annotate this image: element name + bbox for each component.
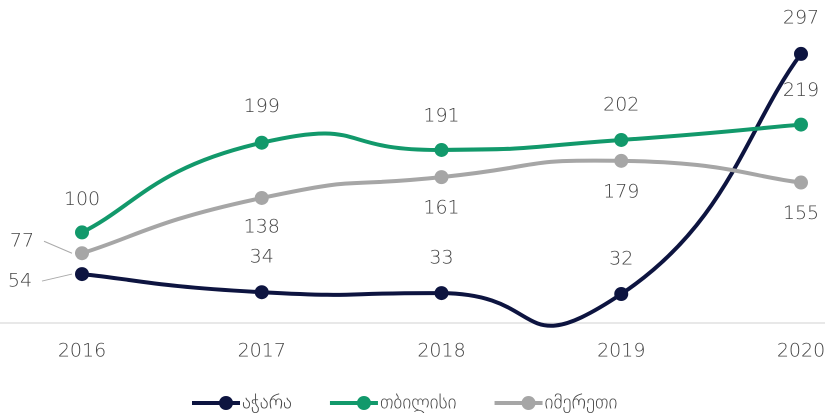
leader-line xyxy=(41,273,73,282)
point xyxy=(794,175,808,190)
x-tick-label: 2018 xyxy=(417,340,465,362)
data-label: 33 xyxy=(429,247,453,269)
data-label: 297 xyxy=(783,6,819,28)
point xyxy=(434,142,449,157)
series-line xyxy=(81,52,803,328)
point xyxy=(614,153,629,168)
legend-label: აჭარა xyxy=(242,392,292,413)
x-tick-label: 2020 xyxy=(777,340,825,362)
data-label: 138 xyxy=(244,215,280,237)
point xyxy=(614,287,629,302)
point xyxy=(75,246,89,261)
data-label: 34 xyxy=(250,246,274,268)
data-label: 161 xyxy=(423,197,459,219)
data-label: 219 xyxy=(783,79,819,101)
point xyxy=(254,190,269,205)
point xyxy=(614,132,629,147)
point xyxy=(794,46,808,61)
data-label: 155 xyxy=(783,202,819,224)
data-label: 100 xyxy=(64,188,100,210)
x-tick-label: 2016 xyxy=(58,340,106,362)
legend-dot xyxy=(219,396,233,410)
data-label: 191 xyxy=(423,104,459,126)
data-label: 77 xyxy=(10,230,34,252)
legend-dot xyxy=(521,396,536,410)
legend-label: იმერეთი xyxy=(545,392,618,413)
point xyxy=(254,285,269,300)
point xyxy=(794,117,808,132)
data-label: 202 xyxy=(603,93,639,115)
legend-label: თბილისი xyxy=(380,392,457,413)
data-label: 54 xyxy=(8,270,32,292)
legend-dot xyxy=(356,396,371,410)
point xyxy=(75,267,89,282)
leader-line xyxy=(43,240,73,254)
x-tick-label: 2017 xyxy=(238,340,286,362)
point xyxy=(254,135,269,150)
point xyxy=(75,225,89,240)
x-tick-label: 2019 xyxy=(597,340,645,362)
data-label: 179 xyxy=(603,180,639,202)
data-label: 32 xyxy=(609,248,633,270)
point xyxy=(434,286,449,301)
data-label: 199 xyxy=(244,95,280,117)
point xyxy=(434,170,449,185)
